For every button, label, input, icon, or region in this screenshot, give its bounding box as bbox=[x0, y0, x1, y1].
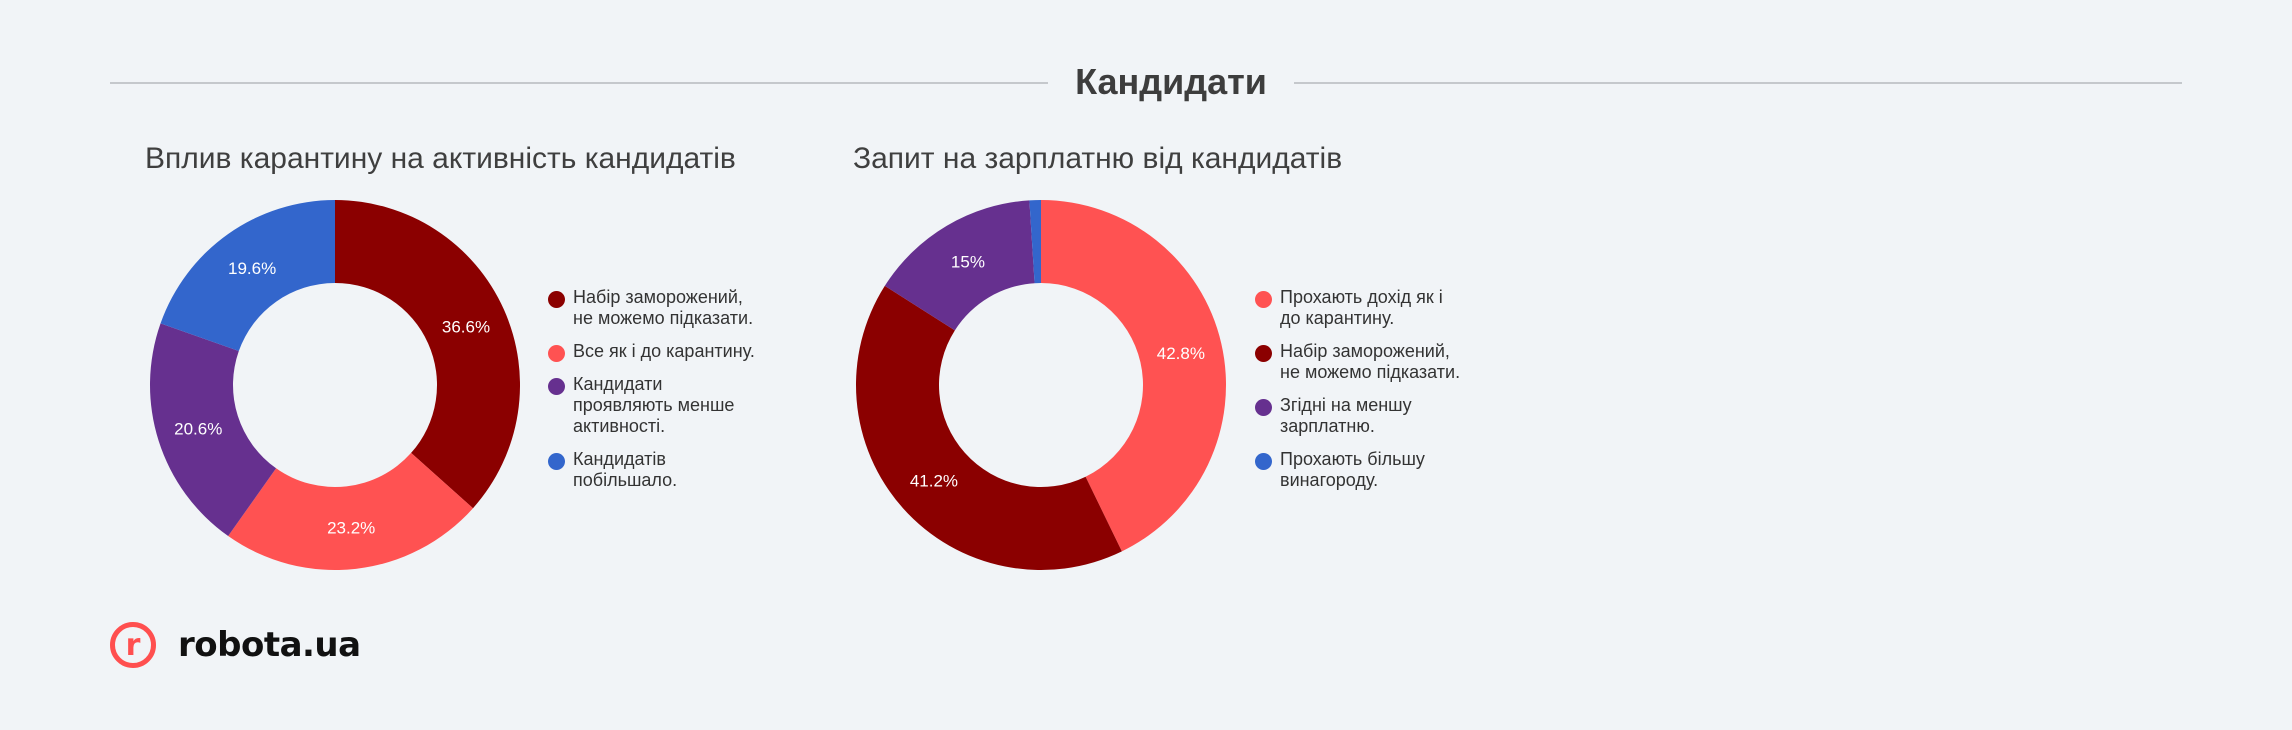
legend-label: Кандидатів побільшало. bbox=[573, 449, 678, 490]
donut-slice-2[interactable] bbox=[884, 200, 1035, 331]
donut-slice-1[interactable] bbox=[856, 285, 1122, 571]
donut-slice-2[interactable] bbox=[149, 323, 277, 537]
legend-item[interactable]: Згідні на меншу зарплатню. bbox=[1255, 395, 1460, 437]
legend-item[interactable]: Все як і до карантину. bbox=[548, 341, 755, 362]
legend-salary-request: Прохають дохід як і до карантину. Набір з… bbox=[1255, 287, 1460, 503]
chart-title-salary-request: Запит на зарплатню від кандидатів bbox=[853, 142, 1343, 175]
legend-marker-icon bbox=[548, 291, 565, 308]
legend-item[interactable]: Кандидатів побільшало. bbox=[548, 449, 755, 491]
brand-name: robota.ua bbox=[178, 625, 361, 665]
donut-slice-3[interactable] bbox=[160, 200, 335, 352]
header-divider-left bbox=[110, 82, 1048, 84]
legend-item[interactable]: Прохають дохід як і до карантину. bbox=[1255, 287, 1460, 329]
section-title: Кандидати bbox=[1075, 61, 1267, 102]
slice-value-label: 36.6% bbox=[442, 317, 490, 336]
slice-value-label: 19.6% bbox=[228, 259, 276, 278]
legend-item[interactable]: Набір заморожений, не можемо підказати. bbox=[1255, 341, 1460, 383]
donut-chart-quarantine-activity: 36.6% 23.2% 20.6% 19.6% bbox=[149, 200, 520, 571]
slice-value-label: 15% bbox=[951, 252, 985, 271]
slice-value-label: 20.6% bbox=[174, 419, 222, 438]
brand-logo[interactable]: r robota.ua bbox=[110, 622, 361, 668]
legend-marker-icon bbox=[548, 345, 565, 362]
legend-quarantine-activity: Набір заморожений, не можемо підказати. В… bbox=[548, 287, 755, 503]
legend-label: Прохають більшу винагороду. bbox=[1280, 449, 1425, 490]
legend-marker-icon bbox=[548, 378, 565, 395]
legend-marker-icon bbox=[1255, 399, 1272, 416]
slice-value-label: 23.2% bbox=[327, 519, 375, 538]
legend-item[interactable]: Прохають більшу винагороду. bbox=[1255, 449, 1460, 491]
legend-label: Кандидати проявляють менше активності. bbox=[573, 374, 735, 436]
legend-label: Прохають дохід як і до карантину. bbox=[1280, 287, 1443, 328]
header-divider-right bbox=[1294, 82, 2182, 84]
legend-marker-icon bbox=[1255, 453, 1272, 470]
legend-label: Згідні на меншу зарплатню. bbox=[1280, 395, 1412, 436]
legend-item[interactable]: Кандидати проявляють менше активності. bbox=[548, 374, 755, 437]
donut-slice-3[interactable] bbox=[1029, 200, 1041, 284]
donut-slice-1[interactable] bbox=[228, 452, 473, 571]
donut-slice-0[interactable] bbox=[335, 200, 520, 509]
legend-item[interactable]: Набір заморожений, не можемо підказати. bbox=[548, 287, 755, 329]
legend-marker-icon bbox=[1255, 291, 1272, 308]
legend-marker-icon bbox=[1255, 345, 1272, 362]
legend-label: Набір заморожений, не можемо підказати. bbox=[573, 287, 754, 328]
slice-value-label: 41.2% bbox=[910, 472, 958, 491]
slice-value-label: 42.8% bbox=[1157, 344, 1205, 363]
donut-slice-0[interactable] bbox=[1041, 200, 1226, 552]
legend-label: Все як і до карантину. bbox=[573, 341, 755, 361]
legend-label: Набір заморожений, не можемо підказати. bbox=[1280, 341, 1461, 382]
robota-logo-icon: r bbox=[110, 622, 156, 668]
donut-chart-salary-request: 42.8% 41.2% 15% bbox=[856, 200, 1226, 571]
legend-marker-icon bbox=[548, 453, 565, 470]
chart-title-quarantine-activity: Вплив карантину на активність кандидатів bbox=[145, 142, 736, 175]
